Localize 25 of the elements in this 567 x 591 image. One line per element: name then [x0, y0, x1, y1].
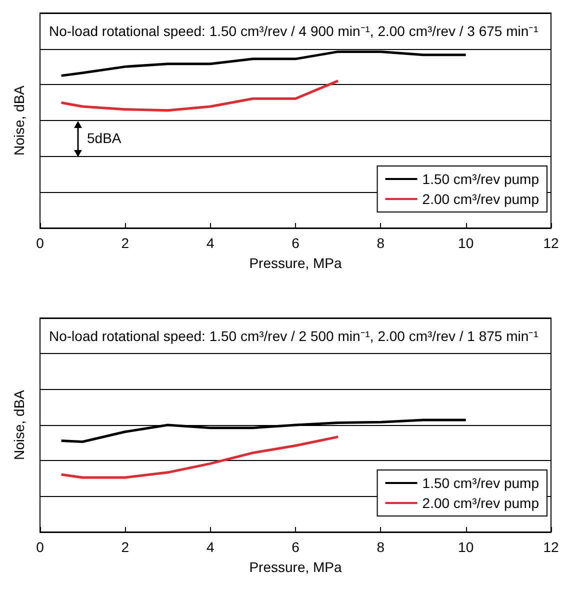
- x-tick-label: 4: [206, 539, 214, 555]
- x-tick-label: 10: [458, 235, 474, 251]
- x-tick-label: 2: [121, 235, 130, 251]
- x-tick-label: 12: [543, 539, 559, 555]
- chart-title: No-load rotational speed: 1.50 cm³/rev / 4 900 min⁻¹, 2.00 cm³/rev / 3 675 min⁻¹: [49, 23, 539, 39]
- x-tick-label: 10: [458, 539, 474, 555]
- x-tick-label: 0: [36, 235, 44, 251]
- legend-label: 2.00 cm³/rev pump: [422, 495, 540, 511]
- y-axis-title: Noise, dBA: [11, 389, 27, 460]
- y-axis-title: Noise, dBA: [11, 84, 27, 156]
- x-tick-label: 4: [206, 235, 214, 251]
- x-tick-label: 6: [292, 539, 300, 555]
- x-tick-label: 8: [376, 235, 385, 251]
- x-axis-title: Pressure, MPa: [249, 255, 342, 271]
- x-tick-label: 2: [121, 539, 130, 555]
- x-tick-label: 12: [543, 235, 559, 251]
- chart-title: No-load rotational speed: 1.50 cm³/rev / 2 500 min⁻¹, 2.00 cm³/rev / 1 875 min⁻¹: [49, 328, 539, 344]
- x-tick-label: 0: [36, 539, 44, 555]
- x-axis-title: Pressure, MPa: [249, 559, 342, 575]
- x-tick-label: 8: [376, 539, 385, 555]
- legend-label: 1.50 cm³/rev pump: [422, 475, 540, 491]
- x-tick-label: 6: [292, 235, 300, 251]
- legend-label: 2.00 cm³/rev pump: [422, 191, 540, 207]
- legend-label: 1.50 cm³/rev pump: [422, 171, 540, 187]
- annotation: 5dBA: [87, 130, 122, 146]
